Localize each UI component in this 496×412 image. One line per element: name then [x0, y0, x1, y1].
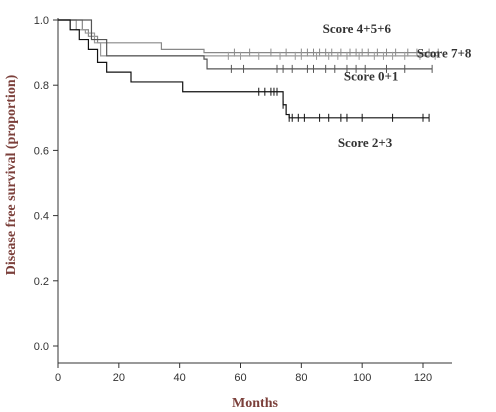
series-label: Score 7+8	[417, 45, 472, 60]
x-tick-label: 0	[55, 372, 61, 384]
x-tick-label: 60	[234, 372, 246, 384]
y-tick-label: 0.8	[34, 80, 49, 92]
y-tick-label: 0.2	[34, 276, 49, 288]
survival-curve	[58, 19, 430, 119]
x-tick-label: 100	[353, 372, 371, 384]
x-ticks: 0 20 40 60 80 100 120	[55, 363, 432, 384]
survival-curve	[58, 19, 433, 70]
series-label: Score 0+1	[344, 68, 398, 83]
y-axis-title: Disease free survival (proportion)	[4, 74, 19, 275]
y-tick-label: 1.0	[34, 15, 49, 27]
series-label: Score 2+3	[338, 135, 393, 150]
y-tick-label: 0.0	[34, 341, 49, 353]
y-tick-label: 0.6	[34, 145, 49, 157]
y-ticks: 0.0 0.2 0.4 0.6 0.8 1.0	[34, 15, 58, 353]
x-tick-label: 80	[295, 372, 307, 384]
series-label: Score 4+5+6	[323, 21, 392, 36]
x-tick-label: 120	[414, 372, 432, 384]
y-tick-label: 0.4	[34, 211, 49, 223]
axes	[57, 18, 452, 364]
series-score-2-3	[58, 19, 430, 122]
series-labels: Score 4+5+6 Score 7+8 Score 0+1 Score 2+3	[323, 21, 472, 150]
series-layer	[58, 19, 439, 122]
x-tick-label: 40	[174, 372, 186, 384]
series-score-0-1	[58, 19, 433, 73]
x-axis-title: Months	[232, 396, 278, 411]
x-tick-label: 20	[113, 372, 125, 384]
